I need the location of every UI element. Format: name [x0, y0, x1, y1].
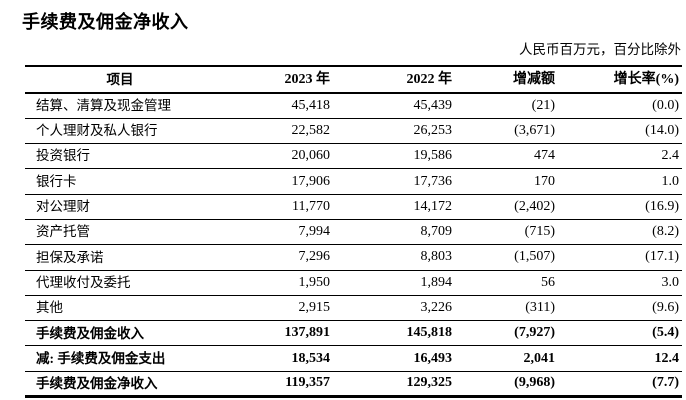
header-year-2022: 2022 年 [406, 71, 453, 87]
value-change: (311) [525, 300, 555, 316]
value-change: (3,671) [514, 122, 555, 138]
value-growth: (17.1) [645, 249, 679, 265]
value-2023: 11,770 [292, 198, 330, 214]
value-growth: (5.4) [652, 325, 679, 341]
value-2022: 8,709 [420, 224, 453, 240]
value-change: (21) [531, 97, 555, 113]
value-2023: 137,891 [284, 325, 331, 341]
value-2023: 2,915 [298, 300, 331, 316]
row-label: 减: 手续费及佣金支出 [36, 350, 166, 366]
value-2022: 145,818 [406, 325, 453, 341]
value-2023: 17,906 [291, 173, 331, 189]
table-row: 银行卡 17,906 17,736 170 1.0 [25, 169, 682, 195]
table-header-row: 项目 2023 年 2022 年 增减额 增长率(%) [25, 66, 682, 93]
value-2022: 16,493 [413, 350, 453, 366]
table-row: 资产托管 7,994 8,709 (715) (8.2) [25, 219, 682, 245]
table-row: 代理收付及委托 1,950 1,894 56 3.0 [25, 270, 682, 296]
table-row: 结算、清算及现金管理 45,418 45,439 (21) (0.0) [25, 93, 682, 119]
table-row: 个人理财及私人银行 22,582 26,253 (3,671) (14.0) [25, 118, 682, 144]
value-2022: 45,439 [413, 97, 453, 113]
value-change: 170 [534, 173, 555, 189]
value-growth: 12.4 [654, 350, 680, 366]
row-label: 个人理财及私人银行 [36, 123, 158, 139]
row-label: 银行卡 [36, 173, 77, 189]
table-row: 投资银行 20,060 19,586 474 2.4 [25, 144, 682, 169]
value-2022: 8,803 [420, 249, 453, 265]
value-growth: (0.0) [652, 97, 679, 113]
value-2022: 19,586 [413, 148, 453, 164]
table-row-net-income: 手续费及佣金净收入 119,357 129,325 (9,968) (7.7) [25, 371, 682, 396]
value-2023: 1,950 [298, 274, 331, 290]
value-change: 474 [534, 148, 555, 164]
value-2023: 20,060 [291, 148, 331, 164]
value-change: 56 [541, 274, 555, 290]
value-2022: 1,894 [420, 274, 453, 290]
table-row: 其他 2,915 3,226 (311) (9.6) [25, 295, 682, 321]
header-growth-rate: 增长率(%) [613, 71, 679, 87]
value-2023: 7,994 [298, 224, 331, 240]
fee-commission-table: 项目 2023 年 2022 年 增减额 增长率(%) 结算、清算及现金管理 4… [25, 65, 682, 399]
value-change: (7,927) [514, 325, 555, 341]
row-label: 手续费及佣金收入 [36, 325, 144, 341]
value-2023: 119,357 [285, 375, 330, 391]
value-growth: 3.0 [661, 274, 680, 290]
row-label: 结算、清算及现金管理 [36, 98, 171, 114]
row-label: 资产托管 [36, 224, 90, 240]
table-row-total-income: 手续费及佣金收入 137,891 145,818 (7,927) (5.4) [25, 321, 682, 346]
value-2023: 7,296 [298, 249, 331, 265]
value-2022: 129,325 [406, 375, 453, 391]
value-change: 2,041 [523, 350, 556, 366]
value-growth: 1.0 [661, 173, 680, 189]
value-change: (9,968) [514, 375, 555, 391]
value-growth: (7.7) [652, 375, 679, 391]
row-label: 担保及承诺 [36, 249, 104, 265]
value-change: (715) [524, 224, 555, 240]
header-item: 项目 [106, 71, 134, 87]
value-2022: 26,253 [413, 122, 453, 138]
value-2022: 17,736 [413, 173, 453, 189]
value-2023: 45,418 [291, 97, 331, 113]
unit-note: 人民币百万元，百分比除外 [519, 42, 681, 57]
value-growth: (9.6) [652, 300, 679, 316]
value-2023: 18,534 [291, 350, 331, 366]
value-2022: 14,172 [413, 198, 453, 214]
value-change: (2,402) [514, 198, 555, 214]
value-change: (1,507) [514, 249, 555, 265]
header-year-2023: 2023 年 [284, 71, 331, 87]
row-label: 代理收付及委托 [36, 274, 131, 290]
value-growth: (16.9) [645, 198, 679, 214]
value-2023: 22,582 [291, 122, 331, 138]
table-row-less-expense: 减: 手续费及佣金支出 18,534 16,493 2,041 12.4 [25, 346, 682, 372]
header-change: 增减额 [513, 71, 555, 87]
section-title: 手续费及佣金净收入 [22, 12, 189, 33]
row-label: 投资银行 [36, 148, 90, 164]
value-2022: 3,226 [420, 300, 453, 316]
value-growth: (8.2) [652, 224, 679, 240]
table-row: 对公理财 11,770 14,172 (2,402) (16.9) [25, 194, 682, 220]
value-growth: 2.4 [661, 148, 680, 164]
value-growth: (14.0) [645, 122, 679, 138]
row-label: 手续费及佣金净收入 [36, 375, 158, 391]
row-label: 对公理财 [36, 199, 90, 215]
row-label: 其他 [36, 300, 63, 316]
table-row: 担保及承诺 7,296 8,803 (1,507) (17.1) [25, 245, 682, 271]
